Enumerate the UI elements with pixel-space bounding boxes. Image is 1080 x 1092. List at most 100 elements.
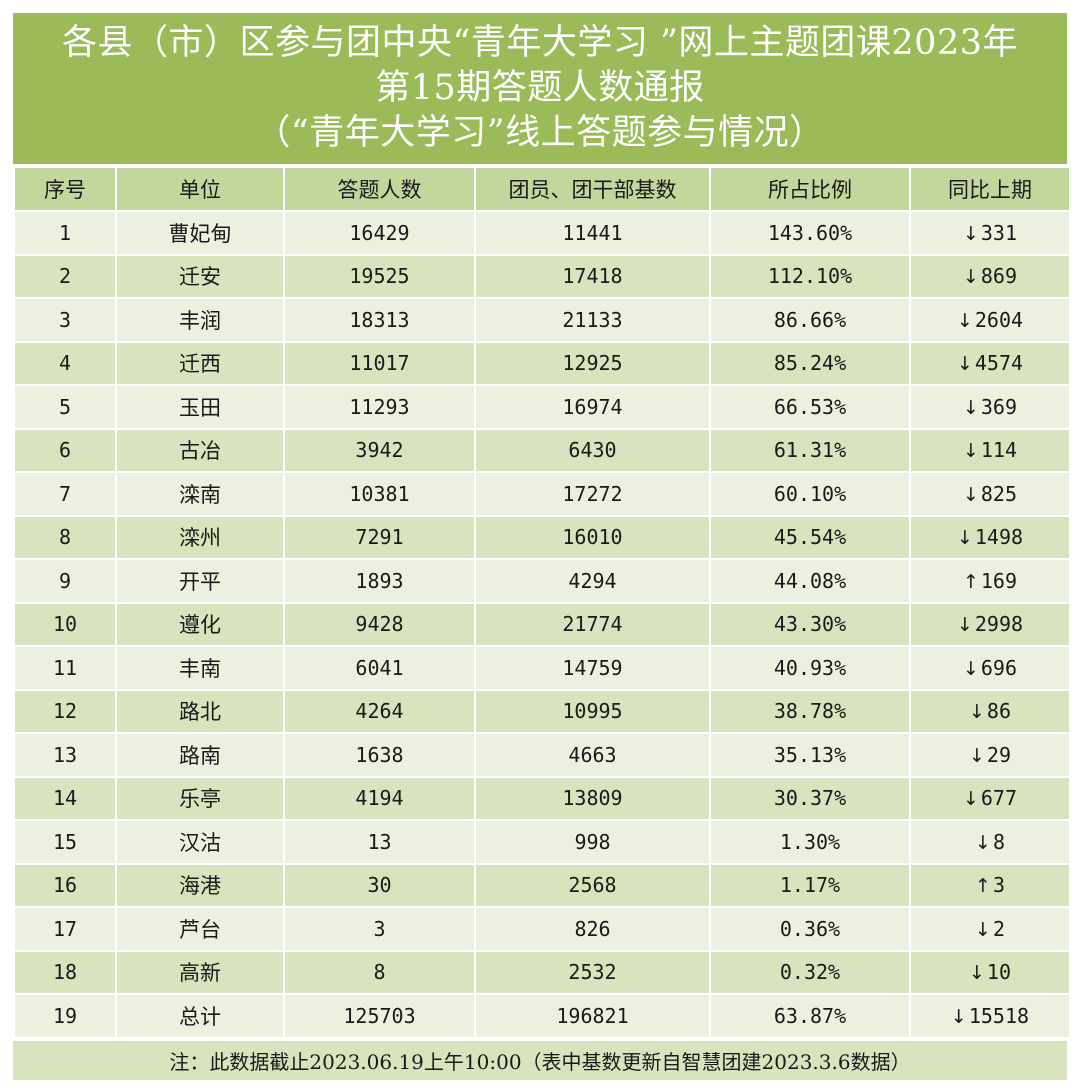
cell-ratio: 63.87% (709, 993, 911, 1039)
change-value: 169 (980, 568, 1018, 593)
report-title: 各县（市）区参与团中央“青年大学习 ”网上主题团课2023年 第15期答题人数通… (13, 13, 1067, 166)
cell-base: 21133 (474, 297, 711, 343)
cell-ratio: 61.31% (709, 427, 911, 473)
cell-unit: 曹妃甸 (115, 210, 285, 256)
cell-ratio: 40.93% (709, 645, 911, 691)
cell-base: 4294 (474, 558, 711, 604)
cell-ratio: 38.78% (709, 688, 911, 734)
cell-change: ↓ 677 (909, 775, 1071, 821)
cell-change: ↓ 331 (909, 210, 1071, 256)
table-row: 13 路南 1638 4663 35.13% ↓ 29 (13, 732, 1071, 778)
arrow-down-icon: ↓ (962, 266, 979, 289)
cell-answered: 13 (283, 819, 476, 865)
cell-answered: 18313 (283, 297, 476, 343)
cell-ratio: 1.17% (709, 862, 911, 908)
cell-unit: 高新 (115, 949, 285, 995)
arrow-down-icon: ↓ (962, 483, 979, 506)
table-row: 16 海港 30 2568 1.17% ↑ 3 (13, 862, 1071, 908)
change-value: 331 (980, 220, 1018, 245)
cell-serial: 16 (13, 862, 117, 908)
cell-ratio: 45.54% (709, 514, 911, 560)
change-value: 86 (986, 699, 1011, 724)
cell-base: 6430 (474, 427, 711, 473)
cell-serial: 4 (13, 340, 117, 386)
table-row: 14 乐亭 4194 13809 30.37% ↓ 677 (13, 775, 1071, 821)
arrow-down-icon: ↓ (962, 657, 979, 680)
cell-serial: 6 (13, 427, 117, 473)
arrow-down-icon: ↓ (962, 222, 979, 245)
table-row: 18 高新 8 2532 0.32% ↓ 10 (13, 949, 1071, 995)
cell-answered: 8 (283, 949, 476, 995)
cell-answered: 19525 (283, 253, 476, 299)
arrow-down-icon: ↓ (968, 744, 985, 767)
table-row: 12 路北 4264 10995 38.78% ↓ 86 (13, 688, 1071, 734)
cell-unit: 开平 (115, 558, 285, 604)
cell-base: 16010 (474, 514, 711, 560)
table-row: 7 滦南 10381 17272 60.10% ↓ 825 (13, 471, 1071, 517)
cell-unit: 路南 (115, 732, 285, 778)
table-row: 4 迁西 11017 12925 85.24% ↓ 4574 (13, 340, 1071, 386)
cell-base: 2532 (474, 949, 711, 995)
cell-ratio: 85.24% (709, 340, 911, 386)
cell-unit: 丰润 (115, 297, 285, 343)
cell-base: 17418 (474, 253, 711, 299)
cell-answered: 3942 (283, 427, 476, 473)
cell-serial: 3 (13, 297, 117, 343)
cell-change: ↓ 4574 (909, 340, 1071, 386)
cell-serial: 8 (13, 514, 117, 560)
table-row: 8 滦州 7291 16010 45.54% ↓ 1498 (13, 514, 1071, 560)
cell-change: ↓ 29 (909, 732, 1071, 778)
table-row: 9 开平 1893 4294 44.08% ↑ 169 (13, 558, 1071, 604)
header-base: 团员、团干部基数 (474, 166, 711, 212)
arrow-down-icon: ↓ (962, 788, 979, 811)
cell-base: 4663 (474, 732, 711, 778)
cell-serial: 2 (13, 253, 117, 299)
cell-unit: 玉田 (115, 384, 285, 430)
cell-base: 12925 (474, 340, 711, 386)
change-value: 1498 (974, 525, 1024, 550)
cell-unit: 丰南 (115, 645, 285, 691)
change-value: 3 (992, 873, 1005, 898)
cell-ratio: 143.60% (709, 210, 911, 256)
change-value: 677 (980, 786, 1018, 811)
cell-ratio: 1.30% (709, 819, 911, 865)
cell-unit: 滦南 (115, 471, 285, 517)
cell-unit: 海港 (115, 862, 285, 908)
title-line-3: （“青年大学习”线上答题参与情况） (255, 113, 825, 153)
change-value: 8 (992, 829, 1005, 854)
arrow-up-icon: ↑ (962, 570, 979, 593)
cell-change: ↓ 86 (909, 688, 1071, 734)
table-row: 3 丰润 18313 21133 86.66% ↓ 2604 (13, 297, 1071, 343)
title-line-1: 各县（市）区参与团中央“青年大学习 ”网上主题团课2023年 (62, 23, 1018, 63)
cell-answered: 10381 (283, 471, 476, 517)
arrow-down-icon: ↓ (968, 701, 985, 724)
cell-ratio: 30.37% (709, 775, 911, 821)
table-row: 5 玉田 11293 16974 66.53% ↓ 369 (13, 384, 1071, 430)
cell-base: 16974 (474, 384, 711, 430)
cell-ratio: 43.30% (709, 601, 911, 647)
cell-unit: 古冶 (115, 427, 285, 473)
change-value: 369 (980, 394, 1018, 419)
cell-unit: 汉沽 (115, 819, 285, 865)
cell-base: 10995 (474, 688, 711, 734)
change-value: 15518 (968, 1003, 1030, 1028)
arrow-down-icon: ↓ (956, 614, 973, 637)
cell-change: ↓ 15518 (909, 993, 1071, 1039)
report-sheet: 各县（市）区参与团中央“青年大学习 ”网上主题团课2023年 第15期答题人数通… (12, 12, 1071, 1080)
cell-answered: 3 (283, 906, 476, 952)
cell-change: ↓ 369 (909, 384, 1071, 430)
header-unit: 单位 (115, 166, 285, 212)
cell-serial: 1 (13, 210, 117, 256)
arrow-down-icon: ↓ (962, 440, 979, 463)
table-row: 6 古冶 3942 6430 61.31% ↓ 114 (13, 427, 1071, 473)
arrow-down-icon: ↓ (962, 396, 979, 419)
cell-unit: 路北 (115, 688, 285, 734)
cell-ratio: 60.10% (709, 471, 911, 517)
cell-answered: 125703 (283, 993, 476, 1039)
table-row: 17 芦台 3 826 0.36% ↓ 2 (13, 906, 1071, 952)
cell-ratio: 66.53% (709, 384, 911, 430)
cell-answered: 11017 (283, 340, 476, 386)
change-value: 114 (980, 438, 1018, 463)
cell-change: ↑ 169 (909, 558, 1071, 604)
cell-change: ↓ 2 (909, 906, 1071, 952)
